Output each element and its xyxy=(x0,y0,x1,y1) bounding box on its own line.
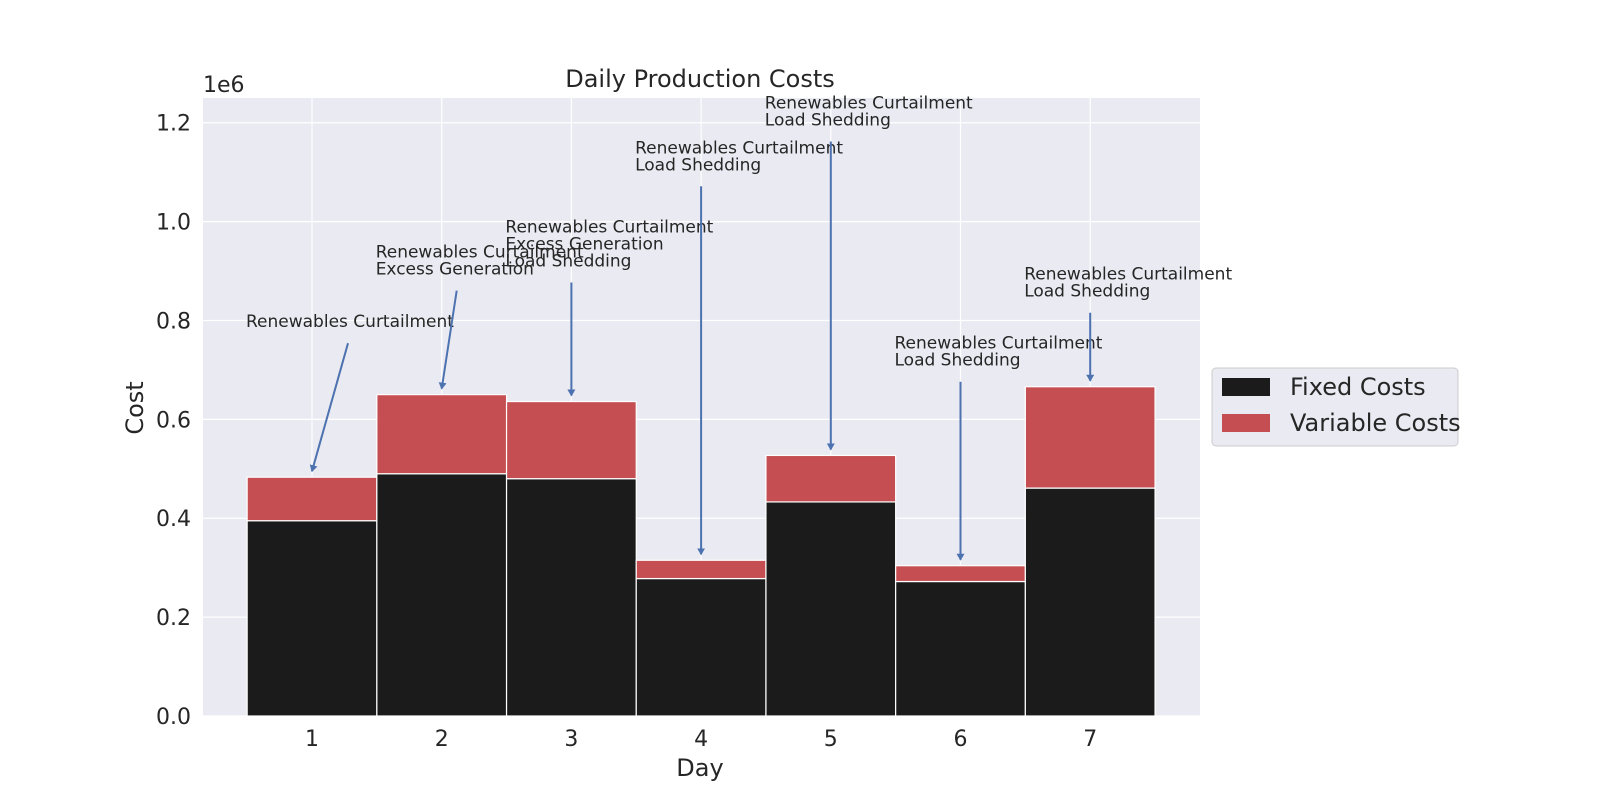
y-tick-label: 0.8 xyxy=(156,309,191,334)
annotation-line: Renewables Curtailment xyxy=(895,334,1103,354)
annotation-line: Renewables Curtailment xyxy=(1024,265,1232,285)
legend-swatch-variable-costs xyxy=(1222,414,1270,432)
bar-fixed-costs-day-6 xyxy=(895,580,1026,717)
legend-label-fixed-costs: Fixed Costs xyxy=(1290,373,1426,401)
annotation-line: Load Shedding xyxy=(505,252,631,272)
y-tick-label: 0.2 xyxy=(156,606,191,631)
bar-variable-costs-day-4 xyxy=(635,559,767,580)
legend-swatch-fixed-costs xyxy=(1222,378,1270,396)
annotation-line: Excess Generation xyxy=(505,235,663,255)
legend-label-variable-costs: Variable Costs xyxy=(1290,409,1461,437)
y-tick-label: 1.2 xyxy=(156,112,191,137)
bar-variable-costs-day-2 xyxy=(376,394,508,475)
annotation-line: Renewables Curtailment xyxy=(635,138,843,158)
y-tick-label: 1.0 xyxy=(156,211,191,236)
bar-fixed-costs-day-4 xyxy=(635,577,767,717)
x-tick-label: 2 xyxy=(435,727,449,752)
y-offset-label: 1e6 xyxy=(203,73,245,98)
annotation-line: Load Shedding xyxy=(1024,282,1150,302)
annotation-line: Renewables Curtailment xyxy=(246,312,454,332)
x-tick-label: 3 xyxy=(564,727,578,752)
annotation-line: Load Shedding xyxy=(765,110,891,130)
annotation-line: Excess Generation xyxy=(376,260,534,280)
annotations: Renewables Curtailment Renewables Curtail… xyxy=(246,93,1232,561)
annotation-arrow xyxy=(309,342,349,473)
annotation-line: Renewables Curtailment xyxy=(765,93,973,113)
bar-variable-costs-day-6 xyxy=(895,565,1026,583)
tick-labels: 0.0 0.2 0.4 0.6 0.8 1.0 1.2 1 2 3 4 5 6 7 xyxy=(156,112,1097,752)
y-tick-label: 0.6 xyxy=(156,408,191,433)
bar-variable-costs-day-3 xyxy=(505,400,637,480)
bar-fixed-costs-day-2 xyxy=(376,473,508,717)
x-tick-label: 6 xyxy=(954,727,968,752)
chart-title: Daily Production Costs xyxy=(565,65,835,93)
bar-fixed-costs-day-3 xyxy=(505,478,637,717)
annotation-line: Load Shedding xyxy=(895,351,1021,371)
y-axis-label: Cost xyxy=(121,381,149,434)
legend-frame xyxy=(1211,367,1459,447)
legend: Fixed Costs Variable Costs xyxy=(1211,367,1461,447)
x-tick-label: 5 xyxy=(824,727,838,752)
bar-variable-costs-day-1 xyxy=(246,476,378,522)
annotation-line: Renewables Curtailment xyxy=(376,243,584,263)
annotation-line: Load Shedding xyxy=(635,155,761,175)
y-tick-label: 0.0 xyxy=(156,705,191,730)
x-tick-label: 1 xyxy=(305,727,319,752)
x-tick-label: 4 xyxy=(694,727,708,752)
bar-fixed-costs-day-7 xyxy=(1024,487,1156,717)
x-tick-label: 7 xyxy=(1083,727,1097,752)
annotation-arrow xyxy=(438,290,458,390)
bars xyxy=(246,386,1156,717)
y-tick-label: 0.4 xyxy=(156,507,191,532)
x-axis-label: Day xyxy=(676,754,723,782)
bar-variable-costs-day-5 xyxy=(765,454,897,503)
bar-fixed-costs-day-5 xyxy=(765,501,897,717)
bar-variable-costs-day-7 xyxy=(1024,386,1156,489)
annotation-line: Renewables Curtailment xyxy=(505,218,713,238)
bar-fixed-costs-day-1 xyxy=(246,520,378,717)
